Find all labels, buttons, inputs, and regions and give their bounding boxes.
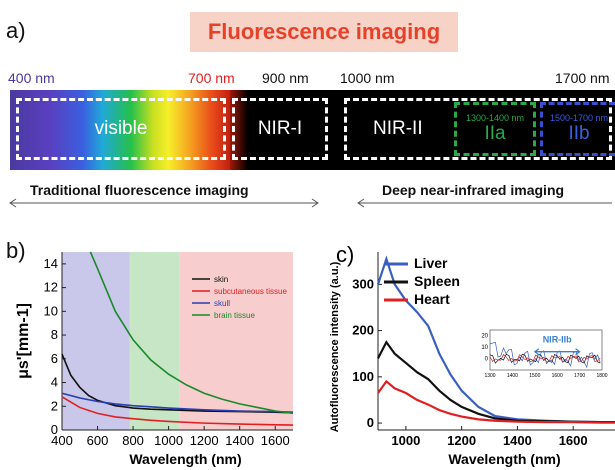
autofluorescence-chart: 1000 1200 1400 16000100200300LiverSpleenHea… — [329, 242, 615, 467]
series-skull — [61, 392, 294, 413]
visible-region-label: visible — [94, 118, 148, 139]
y-tick-label: 12 — [44, 280, 58, 295]
x-tick-label: 1400 — [225, 433, 254, 448]
wavelength-label-1000: 1000 nm — [340, 70, 395, 86]
nir2a-region-box: 1300-1400 nm IIa — [454, 102, 536, 156]
traditional-imaging-arrow — [9, 198, 319, 208]
inset-x-tick-label: 1300 — [484, 373, 495, 379]
visible-region-box: visible — [16, 98, 226, 160]
legend-label: skin — [214, 275, 228, 284]
inset-y-tick-label: 10 — [481, 345, 488, 351]
inset-x-tick-label: 1400 — [507, 373, 518, 379]
nir2b-range-label: 1500-1700 nm — [549, 113, 609, 123]
legend-label: Spleen — [414, 273, 460, 289]
nir2-region-box: NIR-II — [344, 98, 612, 160]
legend-label: Heart — [414, 291, 450, 307]
x-tick-label: 600 — [87, 433, 109, 448]
inset-series — [489, 341, 601, 369]
wavelength-label-700: 700 nm — [188, 70, 235, 86]
y-tick-label: 6 — [51, 351, 58, 366]
arrow-head-left — [533, 348, 540, 356]
scattering-coefficient-chart: 400 600 800 1000 1200 1400 1600 0 2 4 6 8 10 12 14 skin… — [15, 251, 294, 467]
x-tick-label: 1000 — [154, 433, 183, 448]
x-tick-label: 1400 — [503, 433, 532, 448]
inset-annotation-label: NIR-IIb — [543, 335, 572, 345]
nir2b-label: IIb — [568, 123, 590, 144]
inset-series — [489, 353, 601, 363]
x-tick-label: 1200 — [190, 433, 219, 448]
arrow-head-right — [575, 348, 581, 356]
deep-nir-imaging-label: Deep near-infrared imaging — [382, 182, 565, 198]
inset-x-tick-label: 1700 — [574, 373, 585, 379]
x-tick-label: 1200 — [447, 433, 476, 448]
deep-nir-imaging-arrow — [357, 198, 612, 208]
x-axis-label: Wavelength (nm) — [129, 451, 241, 467]
series-heart — [377, 379, 615, 424]
panel-a-label: a) — [6, 18, 26, 43]
inset-x-tick-label: 1600 — [552, 373, 563, 379]
nir2b-region-box: 1500-1700 nm IIb — [540, 102, 615, 156]
nir2-region-label: NIR-II — [373, 118, 423, 139]
nir2a-label: IIa — [484, 123, 506, 144]
y-tick-label: 2 — [51, 398, 58, 413]
traditional-imaging-label: Traditional fluorescence imaging — [30, 182, 249, 198]
shaded-region-0 — [62, 252, 130, 430]
x-tick-label: 1000 — [391, 433, 420, 448]
nir2a-range-label: 1300-1400 nm — [465, 113, 525, 123]
x-tick-label: 1600 — [559, 433, 588, 448]
y-tick-label: 10 — [44, 303, 58, 318]
nir1-region-box: NIR-I — [232, 98, 328, 160]
y-tick-label: 0 — [51, 422, 58, 437]
legend-label: Liver — [414, 255, 448, 271]
y-tick-label: 14 — [44, 256, 58, 271]
y-tick-label: 200 — [352, 323, 374, 338]
legend-label: brain tissue — [214, 311, 255, 320]
series-subcutaneous-tissue — [61, 396, 294, 426]
inset-y-tick-label: 20 — [481, 334, 488, 340]
x-tick-label: 400 — [51, 433, 73, 448]
inset-x-tick-label: 1800 — [596, 373, 607, 379]
wavelength-label-900: 900 nm — [262, 70, 309, 86]
panel-b-label: b) — [6, 238, 26, 263]
series-brain-tissue — [89, 251, 294, 415]
panel-c-label: c) — [336, 242, 354, 267]
y-tick-label: 8 — [51, 327, 58, 342]
span-arrows — [9, 198, 612, 208]
y-tick-label: 100 — [352, 369, 374, 384]
y-axis-label: Autofluorescence intensity (a.u.) — [329, 261, 341, 432]
legend-label: subcutaneous tissue — [214, 287, 287, 296]
shaded-region-2 — [179, 252, 293, 430]
wavelength-label-1700: 1700 nm — [555, 70, 610, 86]
x-axis-label: Wavelength (nm) — [448, 451, 560, 467]
nir1-region-label: NIR-I — [257, 118, 303, 139]
fluorescence-imaging-title: Fluorescence imaging — [190, 12, 458, 52]
inset-x-tick-label: 1500 — [529, 373, 540, 379]
y-axis-label: μs'[mm-1] — [15, 303, 32, 379]
spectrum-strip: visible NIR-I NIR-II 1300-1400 nm IIa 15… — [10, 90, 615, 170]
wavelength-label-400: 400 nm — [8, 70, 55, 86]
inset-y-tick-label: 0 — [485, 357, 489, 363]
x-tick-label: 800 — [122, 433, 144, 448]
legend-label: skull — [214, 299, 230, 308]
visible-spectrum-gradient — [10, 90, 230, 170]
x-tick-label: 1600 — [261, 433, 290, 448]
shaded-region-1 — [129, 252, 180, 430]
y-tick-label: 0 — [367, 415, 374, 430]
y-tick-label: 4 — [51, 375, 58, 390]
y-tick-label: 300 — [352, 276, 374, 291]
